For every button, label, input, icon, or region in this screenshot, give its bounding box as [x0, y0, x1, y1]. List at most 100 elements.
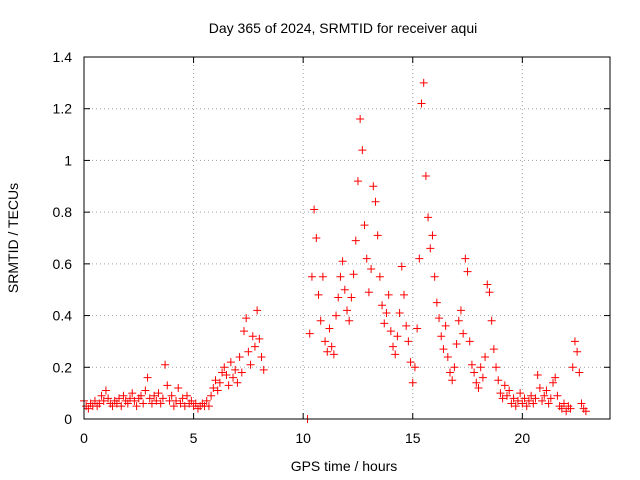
data-point — [546, 394, 555, 403]
data-point — [513, 396, 522, 405]
data-point — [334, 293, 343, 302]
data-point — [540, 391, 549, 400]
data-point — [143, 373, 152, 382]
data-point — [97, 391, 106, 400]
chart-title: Day 365 of 2024, SRMTID for receiver aqu… — [209, 20, 477, 36]
data-point — [577, 399, 586, 408]
data-point — [222, 371, 231, 380]
data-point — [489, 345, 498, 354]
data-point — [549, 378, 558, 387]
data-point — [323, 347, 332, 356]
data-point — [435, 314, 444, 323]
data-point — [147, 399, 156, 408]
data-point — [437, 332, 446, 341]
data-point — [209, 383, 218, 392]
data-point — [104, 394, 113, 403]
data-point — [218, 368, 227, 377]
data-point — [470, 368, 479, 377]
data-point — [481, 352, 490, 361]
x-tick-label: 5 — [190, 430, 198, 446]
data-point — [150, 391, 159, 400]
y-tick-label: 0.8 — [53, 204, 73, 220]
data-point — [542, 386, 551, 395]
data-point — [459, 329, 468, 338]
data-point — [393, 332, 402, 341]
data-point — [439, 345, 448, 354]
data-point — [325, 324, 334, 333]
data-point — [524, 396, 533, 405]
data-point — [456, 306, 465, 315]
data-point — [314, 290, 323, 299]
data-point — [465, 337, 474, 346]
data-point — [213, 386, 222, 395]
data-point — [507, 399, 516, 408]
data-point — [417, 99, 426, 108]
data-point — [373, 231, 382, 240]
data-point — [413, 324, 422, 333]
data-point — [176, 399, 185, 408]
data-point — [101, 386, 110, 395]
data-point — [463, 267, 472, 276]
data-point — [575, 368, 584, 377]
y-tick-label: 0.2 — [53, 359, 73, 375]
data-point — [207, 391, 216, 400]
data-point — [428, 231, 437, 240]
data-point — [467, 360, 476, 369]
data-point — [485, 288, 494, 297]
data-point — [511, 402, 520, 411]
data-point — [535, 383, 544, 392]
data-point — [408, 378, 417, 387]
data-point — [226, 358, 235, 367]
y-tick-label: 1.4 — [53, 49, 73, 65]
data-point — [502, 391, 511, 400]
data-point — [178, 394, 187, 403]
data-point — [492, 363, 501, 372]
data-point — [349, 270, 358, 279]
data-point — [559, 399, 568, 408]
data-point — [570, 337, 579, 346]
grid-layer — [84, 57, 610, 419]
data-point — [126, 394, 135, 403]
data-point — [557, 404, 566, 413]
data-point — [446, 368, 455, 377]
x-tick-label: 15 — [405, 430, 421, 446]
y-tick-label: 1 — [64, 152, 72, 168]
data-point — [154, 389, 163, 398]
data-point — [500, 381, 509, 390]
data-point — [516, 389, 525, 398]
data-point — [478, 373, 487, 382]
data-point — [130, 396, 139, 405]
data-point — [410, 363, 419, 372]
data-point — [90, 396, 99, 405]
x-tick-label: 10 — [295, 430, 311, 446]
data-point — [505, 386, 514, 395]
data-point — [371, 197, 380, 206]
data-point — [187, 396, 196, 405]
data-point — [529, 399, 538, 408]
data-point — [224, 381, 233, 390]
data-point — [432, 298, 441, 307]
data-point — [169, 402, 178, 411]
data-point — [426, 244, 435, 253]
data-point — [307, 272, 316, 281]
data-point — [358, 146, 367, 155]
data-point — [215, 378, 224, 387]
data-point — [389, 342, 398, 351]
x-tick-label: 20 — [515, 430, 531, 446]
data-point — [327, 342, 336, 351]
data-point — [533, 371, 542, 380]
y-tick-label: 1.2 — [53, 101, 73, 117]
data-point — [364, 288, 373, 297]
data-point — [566, 404, 575, 413]
data-point — [522, 402, 531, 411]
data-point — [220, 363, 229, 372]
y-tick-label: 0.6 — [53, 256, 73, 272]
data-point — [551, 373, 560, 382]
y-tick-label: 0 — [64, 411, 72, 427]
data-point — [183, 391, 192, 400]
data-point — [399, 290, 408, 299]
data-point — [520, 394, 529, 403]
data-point — [161, 360, 170, 369]
x-tick-label: 0 — [80, 430, 88, 446]
